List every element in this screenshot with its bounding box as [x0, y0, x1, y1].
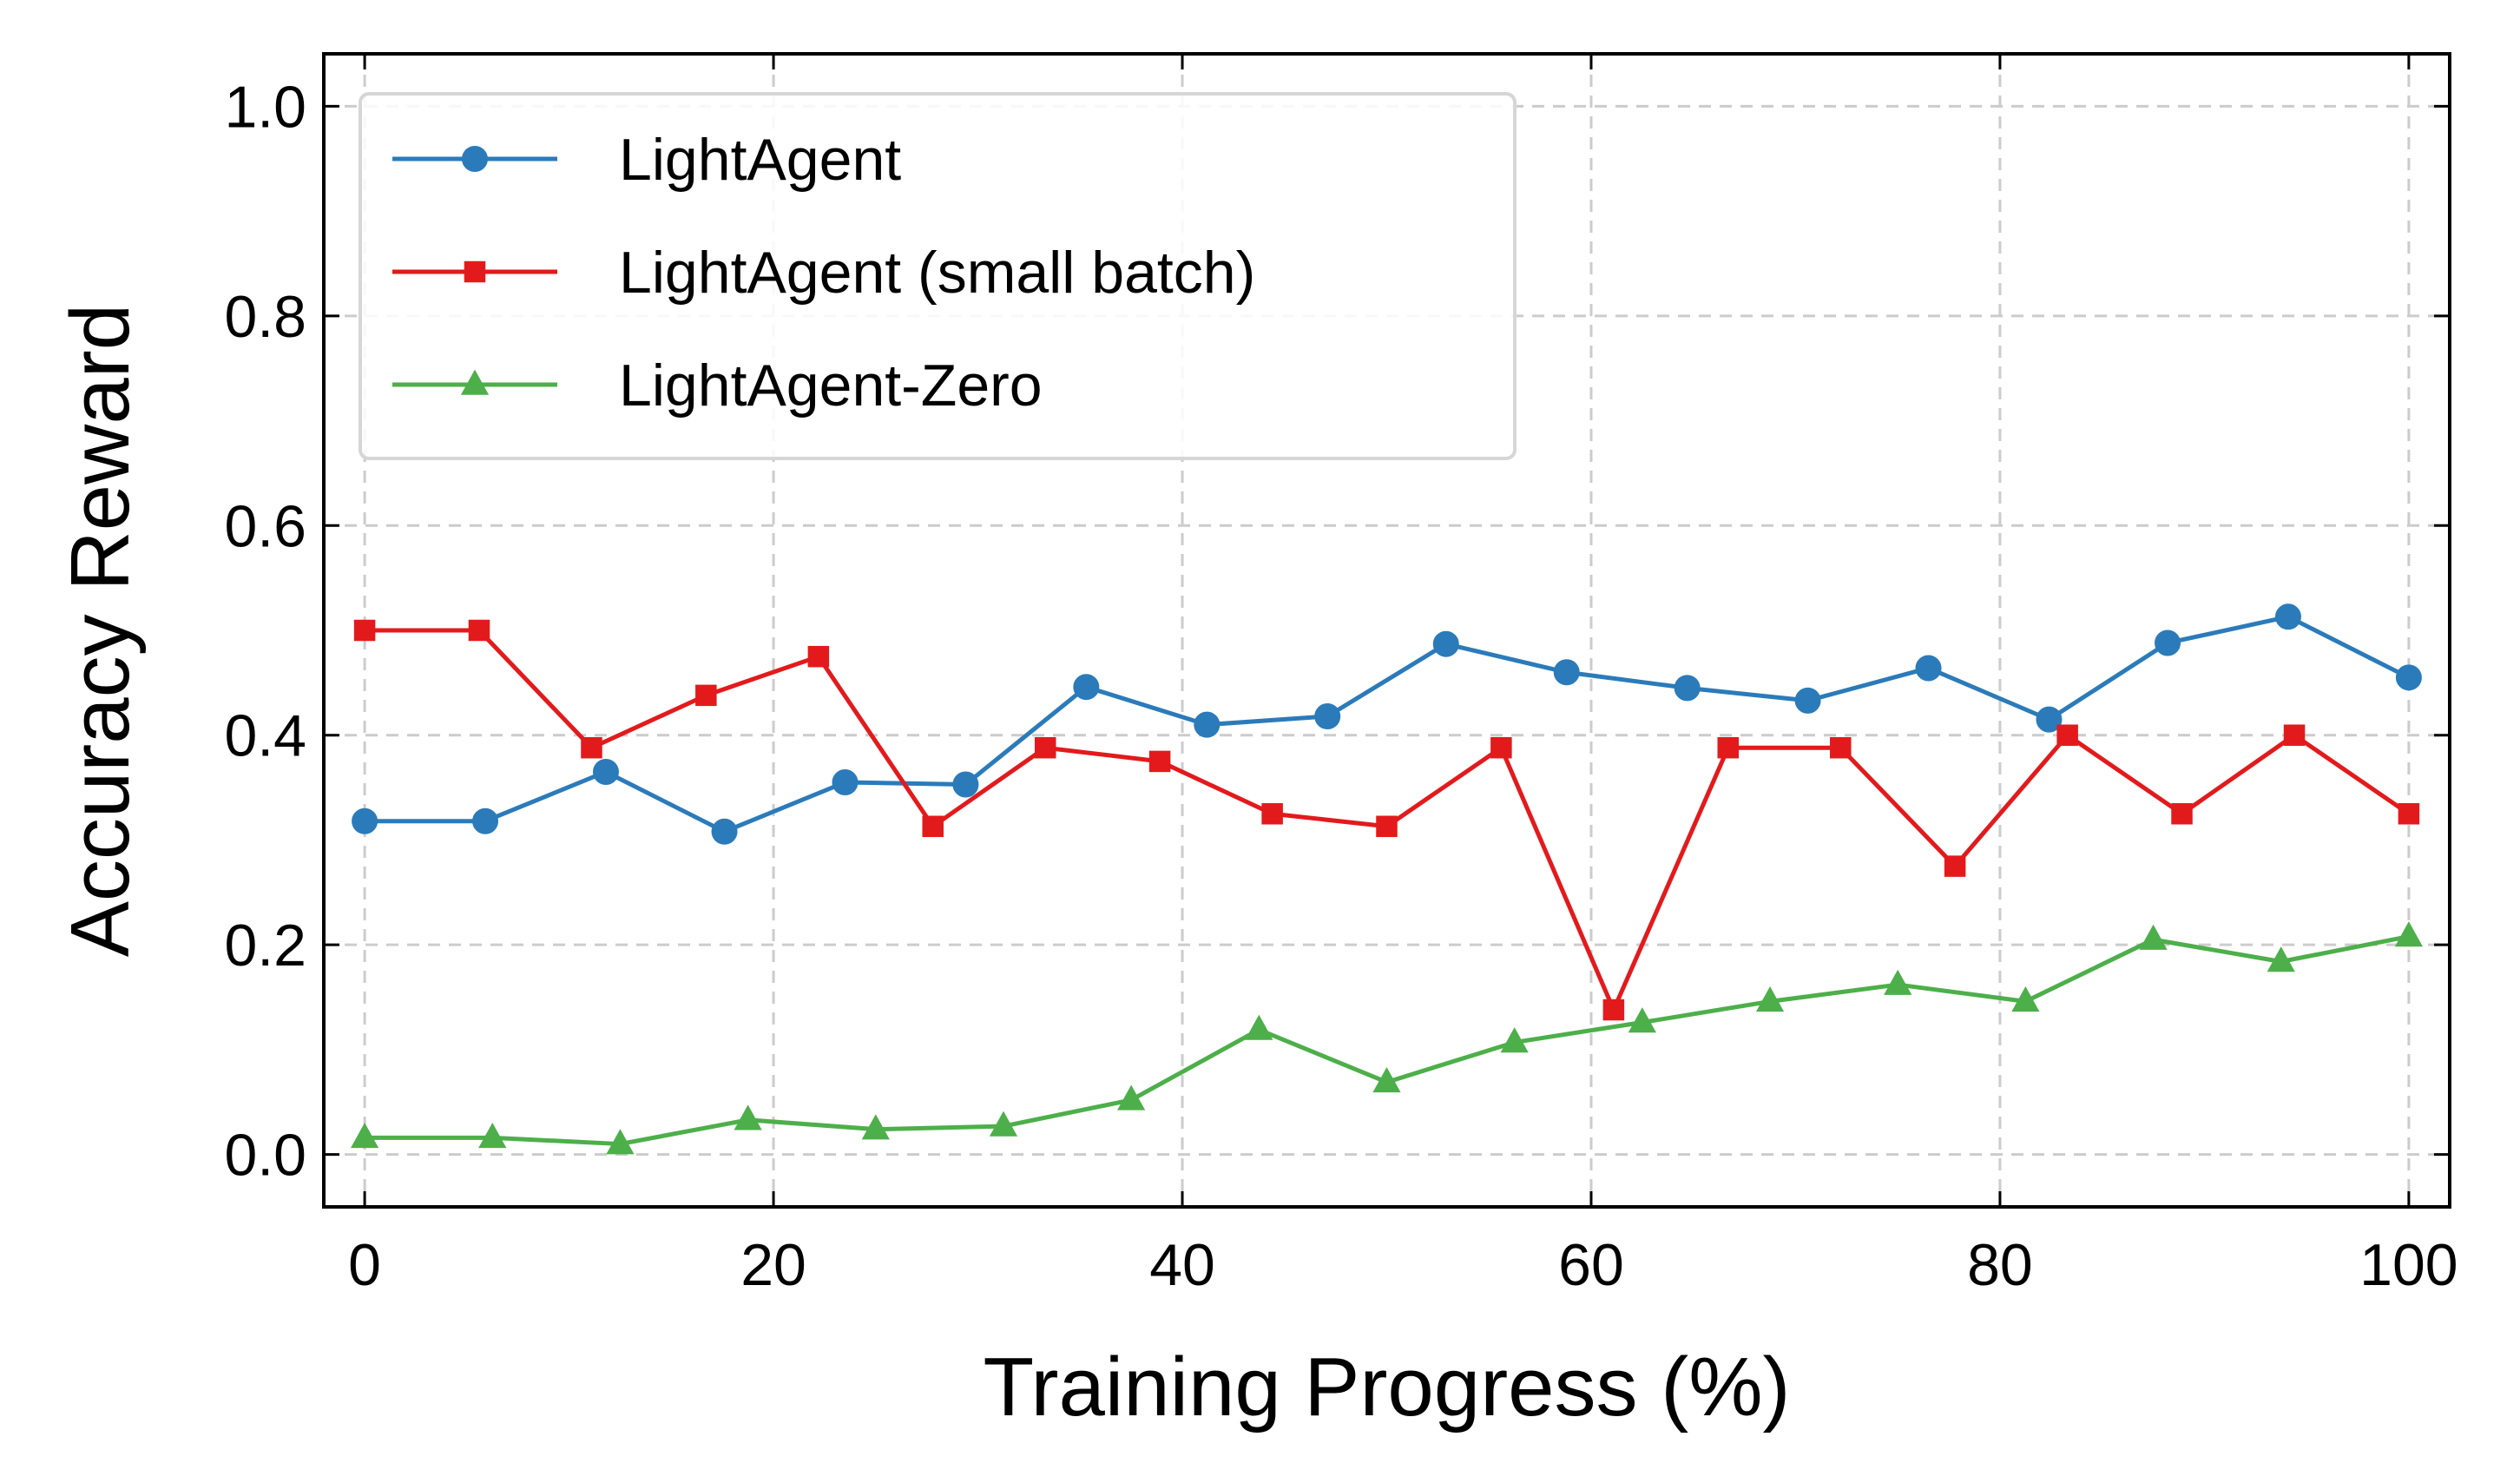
data-point-1-15: [2056, 724, 2078, 746]
legend-marker-1: [464, 260, 486, 283]
x-tick-label: 100: [2359, 1232, 2457, 1298]
y-axis-title: Accuracy Reward: [54, 304, 147, 957]
legend-box: [359, 92, 1517, 460]
data-point-2-6: [1117, 1084, 1146, 1111]
data-point-2-2: [606, 1129, 635, 1155]
data-point-0-9: [1432, 630, 1459, 657]
data-point-1-11: [1602, 999, 1625, 1021]
data-point-2-8: [1372, 1066, 1401, 1093]
data-point-0-15: [2155, 629, 2181, 656]
x-tick-label: 80: [1967, 1232, 2033, 1298]
data-point-1-14: [1944, 855, 1966, 877]
data-point-0-6: [1073, 674, 1100, 701]
data-point-2-0: [350, 1122, 379, 1149]
data-point-0-12: [1794, 687, 1821, 714]
series-0: [352, 603, 2422, 845]
data-point-2-5: [989, 1111, 1018, 1137]
data-point-2-1: [478, 1122, 507, 1149]
y-tick-label: 0.2: [224, 913, 306, 979]
data-point-1-7: [1148, 750, 1171, 773]
legend-marker-2: [460, 369, 490, 395]
legend-label: LightAgent: [619, 127, 901, 193]
data-point-0-11: [1674, 675, 1701, 702]
data-point-1-6: [1034, 736, 1056, 759]
plot-frame: [322, 52, 2451, 1209]
x-tick-label: 60: [1558, 1232, 1624, 1298]
data-point-2-15: [2267, 946, 2295, 972]
data-point-0-5: [952, 771, 979, 798]
x-tick-label: 40: [1149, 1232, 1215, 1298]
data-point-2-4: [861, 1114, 890, 1140]
data-point-0-0: [352, 807, 378, 834]
series-line-0: [365, 614, 2411, 834]
data-point-2-13: [2011, 986, 2040, 1012]
data-point-1-18: [2398, 803, 2420, 825]
x-tick-label: 0: [348, 1232, 381, 1298]
data-point-1-16: [2171, 803, 2193, 825]
x-axis-title: Training Progress (%): [983, 1341, 1790, 1434]
legend: LightAgent LightAgent (small batch) LightA…: [359, 92, 1517, 460]
series-2: [350, 921, 2424, 1155]
data-point-1-3: [695, 684, 717, 707]
data-point-0-2: [592, 758, 619, 785]
data-point-0-13: [1915, 655, 1942, 682]
data-point-0-14: [2036, 706, 2063, 733]
data-point-1-1: [468, 619, 490, 642]
data-point-1-5: [922, 815, 944, 838]
data-point-2-3: [734, 1104, 762, 1130]
data-point-0-16: [2274, 603, 2301, 630]
series-layer: [350, 603, 2424, 1155]
data-point-0-4: [832, 769, 859, 796]
y-tick-label: 0.6: [224, 493, 306, 559]
data-point-2-12: [1884, 969, 1912, 995]
data-point-1-0: [353, 619, 376, 642]
data-point-0-3: [711, 818, 738, 845]
data-point-1-8: [1261, 803, 1283, 825]
data-point-0-1: [472, 807, 499, 834]
y-tick-label: 0.4: [224, 703, 306, 769]
data-point-0-10: [1553, 659, 1580, 686]
legend-label: LightAgent (small batch): [619, 240, 1255, 306]
data-point-0-17: [2395, 664, 2422, 691]
legend-label: LightAgent-Zero: [619, 353, 1043, 419]
data-point-1-9: [1376, 815, 1398, 838]
data-point-2-7: [1245, 1014, 1273, 1040]
data-point-2-14: [2139, 924, 2168, 950]
data-point-2-16: [2394, 921, 2424, 947]
data-point-1-12: [1717, 736, 1740, 759]
data-point-1-2: [581, 736, 602, 759]
legend-marker-0: [462, 146, 488, 172]
data-point-2-10: [1628, 1007, 1656, 1033]
y-tick-label: 1.0: [224, 74, 306, 140]
data-point-2-9: [1500, 1027, 1529, 1053]
y-tick-label: 0.8: [224, 284, 306, 350]
data-point-0-7: [1194, 711, 1221, 738]
series-1: [353, 619, 2420, 1021]
data-point-1-17: [2283, 724, 2306, 746]
data-point-2-11: [1755, 986, 1785, 1012]
data-point-0-8: [1314, 702, 1341, 729]
y-tick-label: 0.0: [224, 1123, 306, 1189]
data-point-1-10: [1490, 736, 1512, 759]
axis-ticks: 0 20 40 60 80 100 0.0 0.2 0.4 0.6 0.8 1.0: [224, 54, 2458, 1298]
data-point-1-4: [807, 645, 830, 668]
x-tick-label: 20: [740, 1232, 806, 1298]
data-point-1-13: [1830, 736, 1852, 759]
